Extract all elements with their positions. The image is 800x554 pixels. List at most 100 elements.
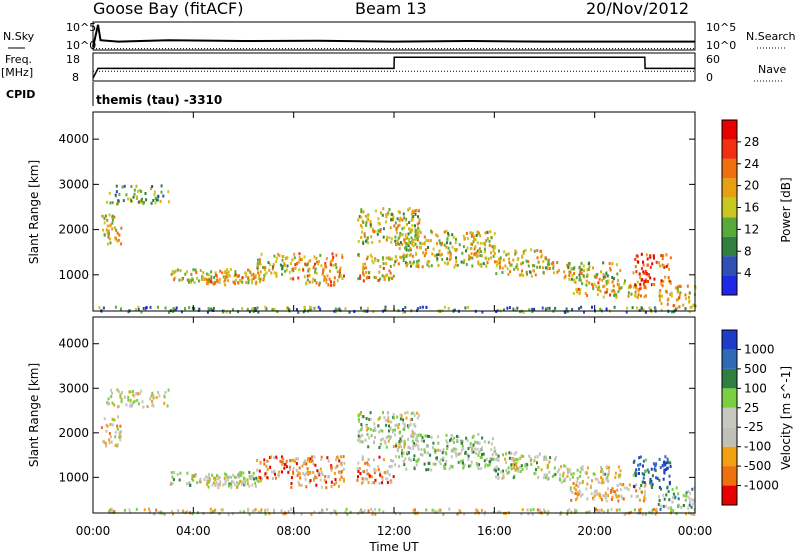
heatmap-cell: [109, 201, 112, 205]
heatmap-cell: [203, 277, 206, 281]
freq-panel-frame: [92, 52, 696, 82]
heatmap-cell: [281, 267, 284, 270]
heatmap-cell: [415, 463, 418, 467]
heatmap-cell: [422, 305, 424, 309]
heatmap-cell: [362, 415, 365, 419]
heatmap-cell: [363, 273, 365, 277]
heatmap-cell: [643, 481, 646, 484]
heatmap-cell: [264, 272, 267, 276]
heatmap-cell: [410, 264, 412, 268]
heatmap-cell: [113, 509, 116, 513]
heatmap-cell: [636, 306, 639, 310]
heatmap-cell: [585, 279, 588, 283]
heatmap-cell: [173, 308, 176, 312]
heatmap-cell: [636, 280, 639, 284]
heatmap-cell: [342, 479, 345, 483]
heatmap-cell: [242, 471, 245, 475]
heatmap-cell: [228, 274, 230, 277]
heatmap-cell: [627, 488, 630, 492]
heatmap-cell: [634, 474, 637, 478]
heatmap-cell: [675, 298, 678, 302]
heatmap-cell: [451, 233, 454, 237]
heatmap-cell: [409, 446, 412, 450]
heatmap-cell: [664, 275, 667, 279]
heatmap-cell: [173, 471, 176, 474]
heatmap-cell: [578, 490, 581, 494]
heatmap-cell: [394, 239, 397, 243]
heatmap-cell: [305, 282, 308, 286]
heatmap-cell: [393, 263, 396, 267]
heatmap-cell: [120, 391, 123, 395]
heatmap-cell: [341, 276, 344, 280]
heatmap-cell: [566, 467, 569, 471]
heatmap-cell: [342, 455, 345, 459]
heatmap-cell: [123, 184, 126, 188]
heatmap-cell: [649, 477, 652, 481]
heatmap-cell: [113, 418, 116, 422]
colorbar-tick-label: 500: [744, 362, 767, 376]
heatmap-cell: [397, 426, 400, 430]
heatmap-cell: [118, 192, 121, 196]
heatmap-cell: [663, 470, 666, 474]
heatmap-cell: [383, 308, 386, 312]
heatmap-cell: [521, 468, 524, 471]
heatmap-cell: [374, 512, 377, 516]
heatmap-cell: [329, 269, 331, 273]
heatmap-cell: [446, 447, 449, 450]
heatmap-cell: [389, 226, 392, 230]
heatmap-cell: [119, 393, 122, 397]
heatmap-cell: [516, 263, 518, 267]
heatmap-cell: [623, 486, 626, 490]
heatmap-cell: [369, 417, 372, 421]
heatmap-cell: [125, 193, 128, 197]
heatmap-cell: [532, 269, 535, 273]
heatmap-cell: [615, 508, 618, 512]
heatmap-cell: [517, 467, 520, 471]
heatmap-cell: [562, 474, 565, 478]
heatmap-cell: [218, 512, 221, 516]
heatmap-cell: [642, 263, 645, 267]
heatmap-cell: [108, 441, 111, 445]
heatmap-cell: [467, 447, 470, 451]
heatmap-cell: [484, 231, 487, 235]
heatmap-cell: [379, 229, 382, 233]
heatmap-cell: [408, 424, 411, 428]
heatmap-cell: [399, 413, 402, 417]
heatmap-cell: [639, 282, 642, 286]
heatmap-cell: [519, 456, 522, 460]
heatmap-cell: [484, 242, 486, 245]
heatmap-cell: [398, 440, 401, 444]
heatmap-cell: [409, 260, 412, 264]
heatmap-cell: [473, 238, 475, 242]
heatmap-cell: [606, 509, 609, 513]
heatmap-cell: [634, 471, 637, 475]
heatmap-cell: [658, 499, 661, 502]
heatmap-cell: [685, 491, 688, 495]
heatmap-cell: [434, 451, 437, 455]
heatmap-cell: [564, 310, 567, 314]
heatmap-cell: [461, 444, 464, 448]
heatmap-cell: [229, 310, 231, 314]
heatmap-cell: [173, 278, 175, 282]
heatmap-cell: [586, 466, 589, 470]
heatmap-cell: [618, 494, 620, 498]
heatmap-cell: [462, 261, 465, 265]
heatmap-cell: [474, 245, 477, 249]
heatmap-cell: [365, 266, 368, 270]
heatmap-cell: [515, 466, 518, 469]
heatmap-cell: [248, 470, 251, 474]
heatmap-cell: [366, 477, 369, 481]
heatmap-cell: [295, 462, 298, 466]
heatmap-cell: [196, 276, 199, 280]
heatmap-cell: [493, 468, 496, 472]
heatmap-cell: [253, 276, 256, 280]
heatmap-cell: [234, 483, 237, 487]
colorbar-tick-label: 4: [744, 266, 752, 280]
heatmap-cell: [491, 453, 494, 457]
heatmap-cell: [536, 455, 539, 458]
heatmap-cell: [517, 469, 520, 473]
heatmap-cell: [566, 471, 569, 475]
heatmap-cell: [600, 468, 603, 471]
heatmap-cell: [373, 230, 375, 234]
heatmap-cell: [297, 480, 300, 484]
